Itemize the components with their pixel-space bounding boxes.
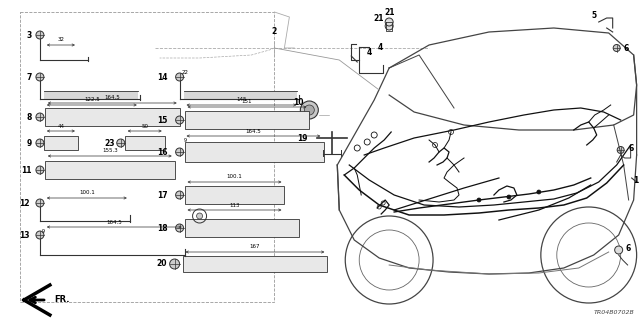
Text: 6: 6 bbox=[628, 143, 634, 153]
Bar bbox=[44, 136, 78, 150]
Bar bbox=[182, 256, 327, 272]
Bar bbox=[184, 111, 309, 129]
Bar bbox=[184, 186, 284, 204]
Text: 12: 12 bbox=[19, 198, 30, 207]
Circle shape bbox=[305, 105, 314, 115]
Text: 1: 1 bbox=[634, 175, 639, 185]
Bar bbox=[45, 161, 175, 179]
Text: 100.1: 100.1 bbox=[79, 190, 95, 195]
Text: 11: 11 bbox=[21, 165, 32, 174]
Text: 4: 4 bbox=[377, 43, 383, 52]
Text: 18: 18 bbox=[157, 223, 168, 233]
Text: 145: 145 bbox=[236, 97, 247, 102]
Text: 3: 3 bbox=[27, 30, 32, 39]
Text: 167: 167 bbox=[250, 244, 260, 249]
Circle shape bbox=[300, 101, 318, 119]
Circle shape bbox=[36, 166, 44, 174]
Circle shape bbox=[477, 198, 481, 202]
Circle shape bbox=[196, 213, 203, 219]
Circle shape bbox=[36, 113, 44, 121]
Text: 155.3: 155.3 bbox=[102, 148, 118, 153]
Text: 151: 151 bbox=[242, 99, 252, 104]
Text: 5: 5 bbox=[591, 11, 596, 20]
Circle shape bbox=[614, 246, 623, 254]
Text: 9: 9 bbox=[42, 229, 45, 234]
Circle shape bbox=[175, 224, 184, 232]
Text: 21: 21 bbox=[373, 13, 384, 22]
Text: 17: 17 bbox=[157, 190, 168, 199]
Circle shape bbox=[537, 190, 541, 194]
Text: 13: 13 bbox=[19, 230, 30, 239]
Text: 14: 14 bbox=[157, 73, 168, 82]
Text: 9: 9 bbox=[184, 138, 187, 143]
Text: 164.5: 164.5 bbox=[246, 129, 261, 134]
Text: 16: 16 bbox=[157, 148, 168, 156]
Circle shape bbox=[175, 73, 184, 81]
Text: 4: 4 bbox=[366, 47, 371, 57]
Text: 20: 20 bbox=[156, 260, 166, 268]
Text: FR.: FR. bbox=[54, 295, 69, 305]
Circle shape bbox=[36, 231, 44, 239]
Circle shape bbox=[116, 139, 125, 147]
Bar bbox=[45, 108, 180, 126]
Text: 9: 9 bbox=[27, 139, 32, 148]
Text: 113: 113 bbox=[229, 203, 240, 208]
Text: 6: 6 bbox=[623, 44, 629, 52]
Circle shape bbox=[617, 147, 624, 154]
Text: TR04B0702B: TR04B0702B bbox=[594, 310, 635, 315]
Text: 2: 2 bbox=[272, 27, 277, 36]
Text: 22: 22 bbox=[182, 70, 189, 75]
Circle shape bbox=[170, 259, 180, 269]
Text: 10: 10 bbox=[293, 98, 304, 107]
Circle shape bbox=[175, 191, 184, 199]
Text: 21: 21 bbox=[384, 7, 394, 17]
Bar bbox=[184, 142, 324, 162]
Circle shape bbox=[385, 18, 393, 26]
Bar bbox=[20, 12, 275, 302]
Text: 8: 8 bbox=[26, 113, 32, 122]
Circle shape bbox=[613, 44, 620, 52]
Text: 164.5: 164.5 bbox=[104, 95, 120, 100]
Circle shape bbox=[36, 139, 44, 147]
Text: 23: 23 bbox=[105, 139, 115, 148]
Text: 7: 7 bbox=[26, 73, 32, 82]
Text: 164.5: 164.5 bbox=[106, 220, 122, 225]
Text: 50: 50 bbox=[141, 124, 148, 129]
Circle shape bbox=[36, 73, 44, 81]
Circle shape bbox=[175, 148, 184, 156]
Circle shape bbox=[36, 31, 44, 39]
Text: 15: 15 bbox=[157, 116, 168, 124]
Text: 100.1: 100.1 bbox=[227, 174, 243, 179]
Bar bbox=[125, 136, 164, 150]
Bar bbox=[184, 219, 300, 237]
Circle shape bbox=[175, 116, 184, 124]
Text: 122.5: 122.5 bbox=[84, 97, 100, 102]
Circle shape bbox=[507, 195, 511, 199]
Text: 32: 32 bbox=[58, 37, 65, 42]
Text: 6: 6 bbox=[626, 244, 631, 252]
Text: 44: 44 bbox=[58, 124, 65, 129]
Circle shape bbox=[385, 22, 393, 30]
Text: 19: 19 bbox=[298, 133, 308, 142]
Circle shape bbox=[36, 199, 44, 207]
